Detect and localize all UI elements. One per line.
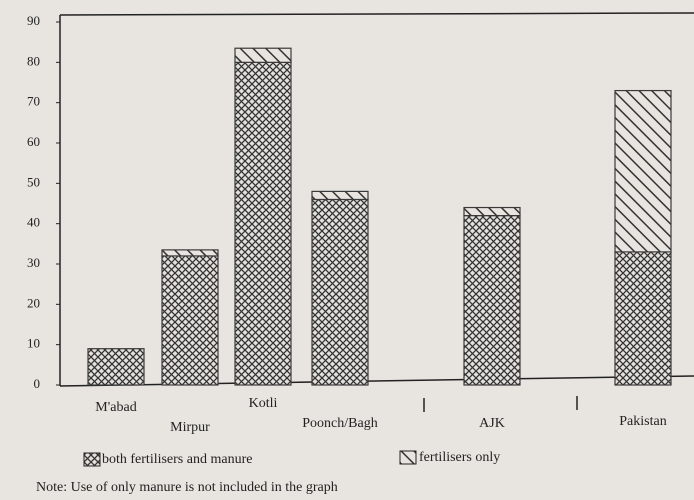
- bar-segment: [234, 61, 292, 386]
- y-tick-label: 70: [27, 94, 40, 109]
- y-tick-label: 80: [27, 53, 40, 68]
- x-axis: [59, 375, 694, 387]
- x-tick-label: Kotli: [249, 396, 278, 411]
- bar-segment: [463, 206, 521, 217]
- y-tick-label: 0: [34, 376, 41, 391]
- x-tick-label: Mirpur: [170, 420, 210, 435]
- frame-top: [59, 12, 694, 16]
- bar-segment: [161, 255, 219, 386]
- bar-segment: [87, 348, 145, 386]
- y-tick-label: 90: [27, 13, 40, 28]
- x-tick-label: Pakistan: [619, 414, 666, 429]
- x-tick-label: AJK: [479, 416, 505, 431]
- y-tick-label: 60: [27, 134, 40, 149]
- legend-label: fertilisers only: [419, 450, 500, 465]
- legend-label: both fertilisers and manure: [102, 452, 252, 467]
- bar-segment: [311, 198, 369, 386]
- note: Note: Use of only manure is not included…: [36, 480, 338, 495]
- bar-segment: [463, 215, 521, 386]
- y-tick-label: 40: [27, 215, 40, 230]
- bar-segment: [161, 249, 219, 257]
- x-tick-label: M'abad: [95, 400, 136, 415]
- bar-segment: [614, 251, 672, 386]
- bar-segment: [311, 190, 369, 201]
- bar-segment: [614, 89, 672, 253]
- bar-segment: [234, 47, 292, 63]
- x-tick-label: Poonch/Bagh: [302, 416, 377, 431]
- y-tick-label: 30: [27, 255, 40, 270]
- y-tick-label: 20: [27, 295, 40, 310]
- legend-swatch: [83, 452, 101, 467]
- legend-swatch: [399, 450, 417, 465]
- y-tick-label: 50: [27, 174, 40, 189]
- y-tick-label: 10: [27, 336, 40, 351]
